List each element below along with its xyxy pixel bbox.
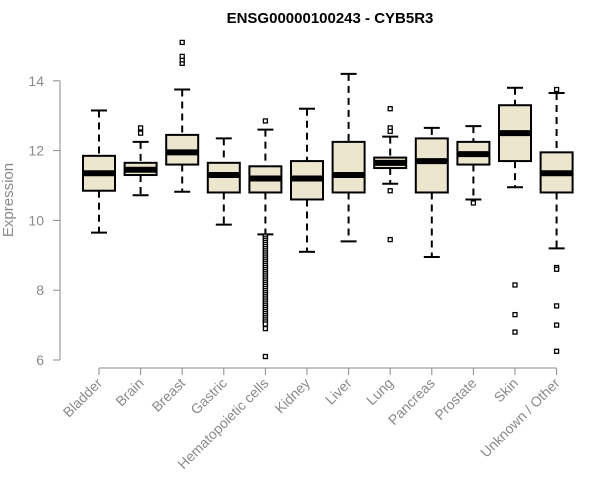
x-tick-label: Brain bbox=[112, 375, 146, 409]
y-axis: 6 8 10 12 14 bbox=[28, 73, 61, 368]
y-tick-label: 6 bbox=[36, 352, 44, 368]
outlier-point bbox=[470, 200, 477, 206]
outlier-point bbox=[387, 236, 393, 243]
x-tick-label: Unknown / Other bbox=[477, 375, 563, 461]
box-lung bbox=[373, 106, 408, 243]
outlier-point bbox=[553, 86, 560, 93]
outlier-point bbox=[179, 39, 185, 46]
box-prostate bbox=[456, 125, 491, 206]
outlier-point bbox=[262, 118, 269, 124]
outlier-point bbox=[179, 53, 185, 60]
iqr-box bbox=[414, 137, 449, 194]
outlier-point bbox=[553, 322, 560, 328]
outlier-point bbox=[553, 348, 560, 354]
outlier-point bbox=[512, 282, 518, 288]
x-tick-label: Bladder bbox=[60, 375, 106, 421]
y-tick-label: 10 bbox=[28, 212, 44, 228]
outlier-point bbox=[262, 325, 269, 332]
hematopoietic-outlier-cluster bbox=[262, 233, 269, 327]
iqr-box bbox=[331, 140, 366, 194]
y-axis-label: Expression bbox=[0, 163, 17, 237]
x-tick-label: Prostate bbox=[431, 375, 479, 423]
box-gastric bbox=[206, 137, 241, 226]
box-liver bbox=[331, 72, 366, 243]
x-tick-label: Breast bbox=[148, 375, 188, 415]
outlier-point bbox=[387, 128, 393, 135]
outlier-point bbox=[137, 125, 144, 131]
outlier-point bbox=[387, 188, 393, 194]
box-unknown-other bbox=[539, 86, 574, 354]
box-breast bbox=[165, 39, 200, 193]
x-tick-label: Liver bbox=[322, 375, 355, 408]
chart-title: ENSG00000100243 - CYB5R3 bbox=[227, 10, 434, 27]
y-tick-label: 8 bbox=[36, 282, 44, 298]
box-skin bbox=[498, 86, 532, 335]
outlier-point bbox=[137, 130, 144, 136]
outlier-point bbox=[512, 329, 518, 335]
box-pancreas bbox=[414, 126, 449, 259]
x-tick-label: Kidney bbox=[272, 375, 314, 417]
outlier-point bbox=[262, 321, 269, 327]
y-tick-label: 14 bbox=[28, 73, 44, 89]
outlier-point bbox=[512, 311, 518, 318]
outlier-point bbox=[553, 303, 560, 309]
outlier-point bbox=[387, 106, 393, 112]
boxes-group bbox=[82, 39, 574, 360]
box-bladder bbox=[82, 109, 116, 234]
x-tick-label: Lung bbox=[363, 375, 396, 408]
outlier-point bbox=[553, 266, 560, 272]
x-tick-label: Skin bbox=[491, 375, 522, 406]
box-brain bbox=[123, 125, 158, 197]
y-tick-label: 12 bbox=[28, 143, 44, 159]
outlier-point bbox=[262, 353, 269, 360]
box-kidney bbox=[290, 107, 324, 253]
